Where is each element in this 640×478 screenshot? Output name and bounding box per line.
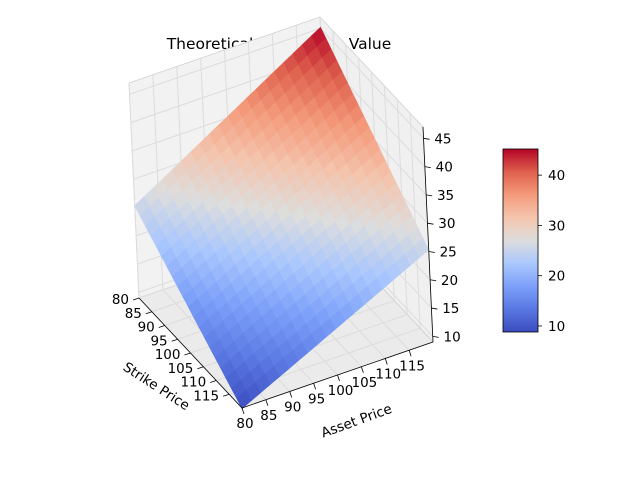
z-tick-mark	[428, 251, 435, 253]
x-tick-mark	[222, 393, 230, 397]
x-tick-label: 85	[125, 306, 142, 322]
z-tick-mark	[430, 279, 437, 282]
y-tick-label: 90	[284, 400, 301, 416]
grid-line	[320, 27, 424, 139]
y-tick-label: 85	[260, 408, 277, 424]
y-tick-mark	[289, 391, 293, 398]
x-tick-label: 80	[112, 292, 129, 308]
surface-plot	[134, 26, 430, 410]
y-tick-mark	[408, 350, 412, 357]
grid-line	[128, 82, 140, 299]
x-tick-mark	[158, 325, 165, 328]
x-tick-label: 90	[138, 320, 155, 336]
x-tick-mark	[184, 352, 191, 356]
x-tick-label: 95	[150, 333, 167, 349]
y-tick-mark	[337, 374, 340, 382]
colorbar-tick-label: 20	[548, 269, 565, 285]
colorbar-tick-label: 10	[548, 319, 565, 335]
z-tick-mark	[426, 194, 433, 197]
surface-patch	[236, 389, 252, 410]
x-tick-mark	[171, 338, 178, 342]
x-tick-label: 100	[155, 347, 181, 363]
y-tick-label: 105	[351, 375, 377, 391]
x-tick-mark	[197, 366, 204, 370]
y-tick-label: 100	[328, 383, 354, 399]
y-tick-label: 95	[308, 391, 325, 407]
value-axis: 10 15 20 25 30 35 40 45	[422, 126, 461, 345]
x-tick-mark	[132, 297, 140, 301]
z-tick-label: 30	[438, 216, 455, 232]
x-tick-mark	[210, 380, 217, 383]
z-tick-mark	[424, 166, 431, 168]
colorbar-gradient	[502, 148, 539, 333]
y-tick-mark	[384, 358, 388, 365]
z-tick-label: 15	[442, 301, 459, 317]
colorbar-tick-label: 40	[548, 168, 565, 184]
y-tick-mark	[360, 366, 364, 373]
z-tick-label: 40	[436, 160, 453, 176]
y-tick-label: 110	[375, 367, 401, 383]
z-tick-label: 45	[434, 131, 451, 147]
z-axis-line	[422, 126, 434, 343]
y-tick-mark	[265, 399, 269, 406]
z-tick-mark	[432, 335, 439, 338]
y-tick-mark	[313, 383, 317, 390]
colorbar-ticks: 10 20 30 40	[538, 168, 565, 335]
y-tick-label: 80	[236, 416, 253, 432]
colorbar-tick-label: 30	[548, 218, 565, 234]
z-tick-label: 35	[437, 188, 454, 204]
z-tick-mark	[427, 222, 434, 225]
y-tick-label: 115	[399, 358, 425, 374]
y-tick-mark	[241, 407, 245, 415]
z-tick-label: 25	[440, 244, 457, 260]
z-tick-mark	[431, 307, 438, 310]
x-tick-label: 105	[168, 361, 194, 377]
x-tick-mark	[145, 311, 153, 315]
y-axis-label: Asset Price	[319, 401, 394, 441]
z-tick-mark	[423, 137, 430, 140]
grid-line	[129, 27, 321, 95]
z-tick-label: 10	[444, 329, 461, 345]
colorbar: 10 20 30 40	[502, 148, 565, 335]
z-tick-label: 20	[441, 273, 458, 289]
x-tick-label: 110	[180, 375, 206, 391]
grid-line	[409, 113, 421, 329]
x-tick-label: 115	[193, 388, 219, 404]
